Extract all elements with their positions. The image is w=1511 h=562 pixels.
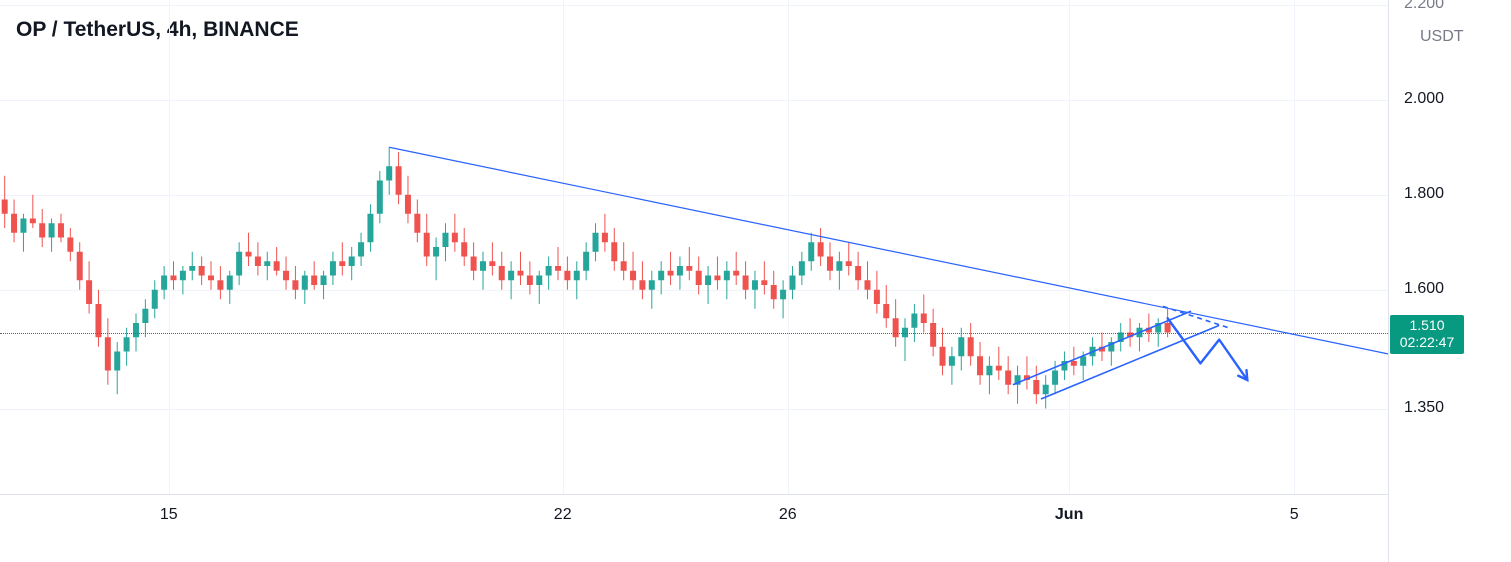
x-tick-label: 15 — [160, 506, 178, 524]
last-price-value: 1.510 — [1396, 317, 1458, 335]
x-tick-label: 26 — [779, 506, 797, 524]
trendline[interactable] — [389, 147, 1388, 354]
drawings-layer — [0, 0, 1388, 494]
last-price-tag: 1.510 02:22:47 — [1390, 315, 1464, 354]
x-tick-label: 5 — [1290, 506, 1299, 524]
x-tick-label: 22 — [554, 506, 572, 524]
x-axis-border — [0, 494, 1388, 495]
y-tick-label: 2.200 — [1404, 0, 1444, 13]
forecast-arrow[interactable] — [1168, 318, 1248, 380]
chart-root: OP / TetherUS, 4h, BINANCE USDT 2.2002.0… — [0, 0, 1511, 562]
last-price-line — [0, 333, 1388, 334]
quote-currency-label: USDT — [1420, 28, 1464, 46]
y-tick-label: 1.800 — [1404, 185, 1444, 203]
x-tick-label: Jun — [1055, 506, 1083, 524]
y-tick-label: 1.600 — [1404, 280, 1444, 298]
countdown-timer: 02:22:47 — [1396, 334, 1458, 352]
y-tick-label: 1.350 — [1404, 399, 1444, 417]
y-tick-label: 2.000 — [1404, 90, 1444, 108]
y-axis-border — [1388, 0, 1389, 562]
